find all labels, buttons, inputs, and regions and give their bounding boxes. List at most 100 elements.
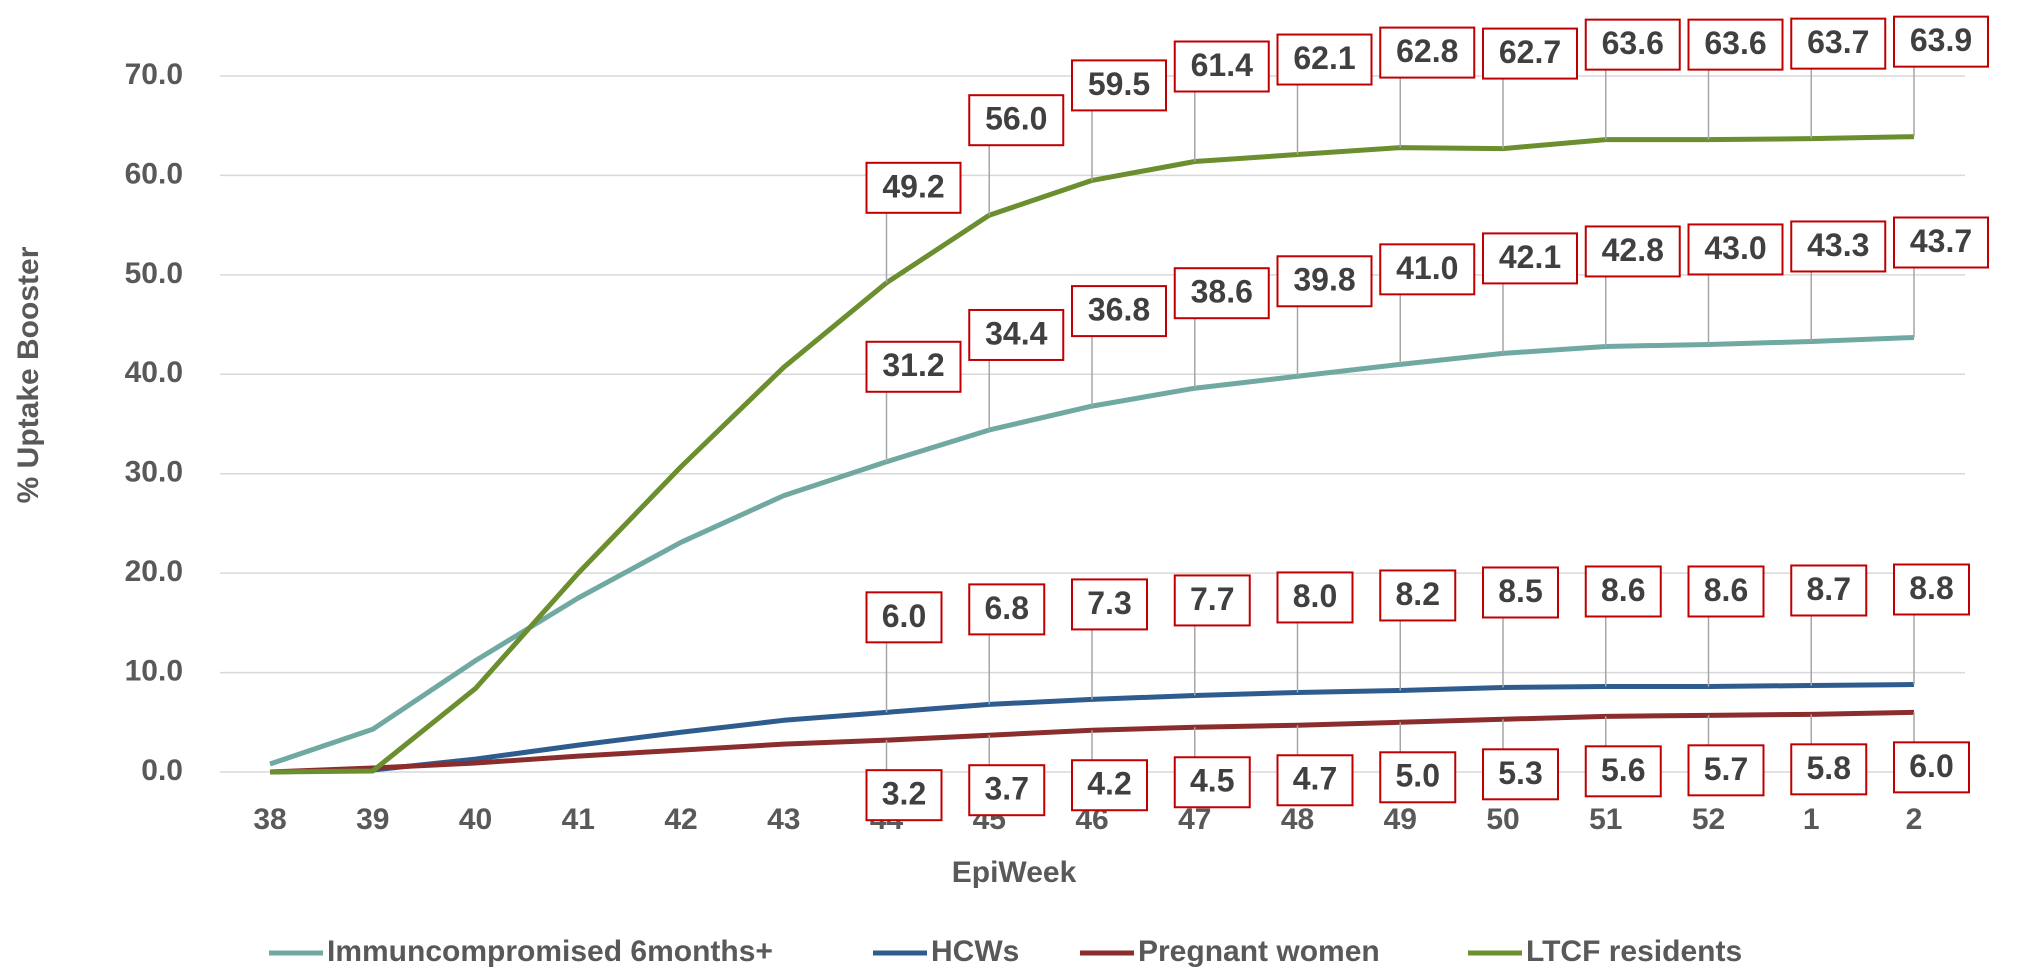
data-label: 43.7 — [1910, 223, 1972, 259]
label-box — [1893, 741, 1970, 794]
data-label: 4.2 — [1087, 766, 1131, 802]
label-box — [1173, 574, 1251, 627]
data-label: 5.8 — [1807, 750, 1851, 786]
data-label: 41.0 — [1396, 250, 1458, 286]
label-box — [865, 340, 962, 393]
data-label: 6.0 — [882, 598, 926, 634]
label-box — [1379, 26, 1476, 79]
x-tick-label: 48 — [1281, 803, 1314, 836]
label-box — [1893, 216, 1989, 269]
x-tick-label: 43 — [767, 803, 800, 836]
x-tick-label: 50 — [1486, 803, 1519, 836]
data-label: 63.6 — [1602, 25, 1664, 61]
data-label: 59.5 — [1088, 66, 1150, 102]
data-label: 5.0 — [1396, 758, 1440, 794]
label-box — [1482, 27, 1578, 80]
legend-label: HCWs — [931, 935, 1019, 968]
x-tick-label: 1 — [1803, 803, 1820, 836]
data-label: 6.8 — [985, 590, 1029, 626]
data-label: 4.7 — [1293, 761, 1337, 797]
data-label: 36.8 — [1088, 292, 1150, 328]
data-label: 4.5 — [1190, 763, 1234, 799]
y-axis-title: % Uptake Booster — [12, 246, 45, 503]
legend-label: Immuncompromised 6months+ — [327, 935, 773, 968]
data-label: 63.9 — [1910, 22, 1972, 58]
y-tick-label: 10.0 — [125, 654, 183, 687]
data-label: 8.6 — [1704, 572, 1748, 608]
data-label: 42.1 — [1499, 239, 1561, 275]
label-box — [1071, 285, 1167, 338]
y-tick-label: 20.0 — [125, 555, 183, 588]
data-label: 39.8 — [1293, 262, 1355, 298]
label-box — [968, 94, 1065, 147]
label-box — [1276, 754, 1354, 807]
label-box — [1276, 255, 1373, 308]
data-label: 62.8 — [1396, 33, 1458, 69]
x-tick-label: 49 — [1384, 803, 1417, 836]
y-tick-label: 60.0 — [125, 157, 183, 190]
x-tick-label: 38 — [253, 803, 286, 836]
label-box — [1482, 748, 1559, 801]
label-box — [968, 583, 1046, 636]
label-box — [1584, 745, 1662, 798]
y-tick-label: 30.0 — [125, 456, 183, 489]
data-label: 3.2 — [882, 776, 926, 812]
data-label: 38.6 — [1191, 274, 1253, 310]
label-box — [1071, 578, 1148, 631]
x-tick-label: 51 — [1589, 803, 1622, 836]
data-label: 42.8 — [1602, 232, 1664, 268]
series-line — [269, 334, 1915, 767]
legend-label: Pregnant women — [1138, 935, 1380, 968]
label-box — [1071, 759, 1148, 812]
y-tick-label: 50.0 — [125, 257, 183, 290]
x-tick-label: 2 — [1906, 803, 1923, 836]
label-box — [1584, 225, 1681, 278]
data-label: 49.2 — [882, 168, 944, 204]
data-label: 56.0 — [985, 101, 1047, 137]
label-box — [1173, 40, 1270, 93]
data-label: 34.4 — [985, 315, 1047, 351]
label-box — [1790, 220, 1887, 273]
label-box — [1276, 33, 1373, 86]
data-label: 7.7 — [1190, 581, 1234, 617]
label-box — [1071, 59, 1167, 112]
y-tick-label: 40.0 — [125, 356, 183, 389]
label-box — [1379, 751, 1457, 804]
label-box — [1687, 223, 1784, 276]
label-box — [1173, 756, 1251, 809]
label-box — [1584, 18, 1681, 71]
x-tick-label: 42 — [664, 803, 697, 836]
label-box — [1893, 563, 1970, 616]
data-label: 63.6 — [1704, 25, 1766, 61]
data-label: 7.3 — [1087, 585, 1131, 621]
data-label: 8.8 — [1909, 570, 1953, 606]
data-label: 3.7 — [985, 771, 1029, 807]
label-box — [865, 769, 943, 822]
label-box — [1584, 565, 1662, 618]
x-tick-label: 47 — [1178, 803, 1211, 836]
data-label: 43.0 — [1704, 230, 1766, 266]
legend-label: LTCF residents — [1526, 935, 1742, 968]
data-labels: 31.2 34.4 36.8 38.6 39.8 41.0 42.1 42.8 43.0 43.3… — [865, 15, 1989, 822]
data-label: 61.4 — [1191, 47, 1253, 83]
data-label: 8.6 — [1601, 572, 1645, 608]
data-label: 8.2 — [1396, 576, 1440, 612]
data-label: 8.5 — [1498, 573, 1542, 609]
label-box — [1379, 569, 1457, 622]
label-box — [1790, 564, 1868, 617]
y-tick-label: 0.0 — [141, 754, 183, 787]
data-label: 31.2 — [882, 347, 944, 383]
data-label: 62.7 — [1499, 34, 1561, 70]
x-tick-label: 52 — [1692, 803, 1725, 836]
label-box — [865, 591, 943, 644]
label-box — [968, 764, 1046, 817]
data-label: 8.7 — [1807, 571, 1851, 607]
label-box — [1893, 15, 1989, 68]
label-box — [1687, 565, 1765, 618]
label-box — [865, 161, 962, 214]
data-label: 62.1 — [1293, 40, 1355, 76]
label-box — [1790, 743, 1868, 796]
data-label: 43.3 — [1807, 227, 1869, 263]
data-label: 6.0 — [1909, 748, 1953, 784]
